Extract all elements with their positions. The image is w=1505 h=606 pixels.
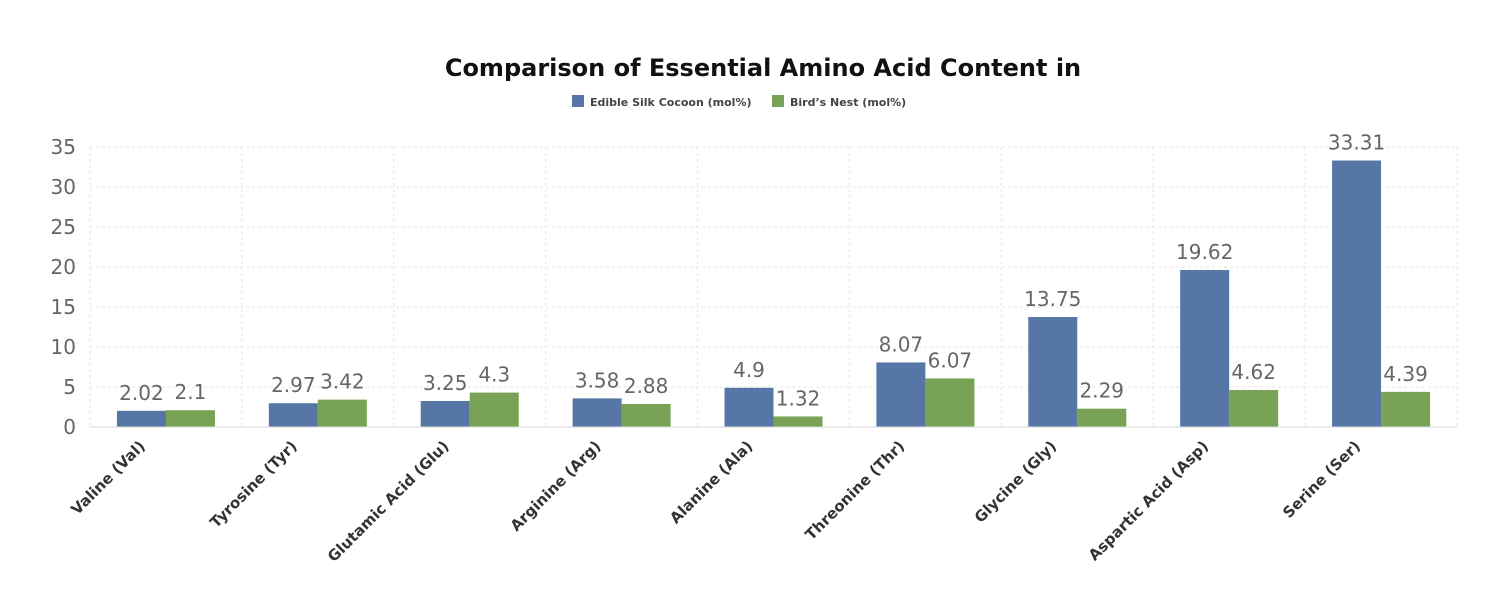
data-label-threonine-thr-series-0: 8.07	[879, 332, 924, 356]
bar-valine-val-series-1	[165, 410, 215, 427]
data-label-glutamic-acid-glu-series-1: 4.3	[478, 363, 510, 387]
data-label-glutamic-acid-glu-series-0: 3.25	[423, 371, 468, 395]
data-label-arginine-arg-series-1: 2.88	[624, 374, 669, 398]
gridlines	[89, 146, 1458, 427]
y-tick-label: 35	[51, 135, 76, 159]
x-tick-label-arginine-arg: Arginine (Arg)	[507, 437, 605, 535]
x-tick-label-valine-val: Valine (Val)	[67, 437, 148, 518]
bar-threonine-thr-series-1	[925, 378, 975, 427]
bar-glutamic-acid-glu-series-1	[469, 392, 519, 427]
legend-label-silk-cocoon: Edible Silk Cocoon (mol%)	[590, 96, 752, 109]
bar-aspartic-acid-asp-series-1	[1229, 390, 1279, 427]
data-labels: 2.02 2.1 2.97 3.42 3.25 4.3 3.58 2.88 4.9 1.32 8.0…	[119, 131, 1428, 411]
x-tick-label-tyrosine-tyr: Tyrosine (Tyr)	[206, 437, 300, 531]
bar-glutamic-acid-glu-series-0	[420, 401, 470, 427]
data-label-aspartic-acid-asp-series-0: 19.62	[1176, 240, 1233, 264]
bar-alanine-ala-series-1	[773, 416, 823, 427]
y-tick-label: 5	[63, 375, 76, 399]
bar-threonine-thr-series-0	[876, 362, 926, 427]
x-tick-label-glutamic-acid-glu: Glutamic Acid (Glu)	[324, 437, 453, 566]
x-axis-ticks: Valine (Val) Tyrosine (Tyr) Glutamic Acid …	[67, 437, 1363, 566]
data-label-aspartic-acid-asp-series-1: 4.62	[1231, 360, 1276, 384]
bar-tyrosine-tyr-series-1	[317, 399, 367, 427]
data-label-glycine-gly-series-1: 2.29	[1080, 379, 1125, 403]
data-label-arginine-arg-series-0: 3.58	[575, 368, 620, 392]
bar-glycine-gly-series-0	[1028, 317, 1078, 427]
chart-title: Comparison of Essential Amino Acid Conte…	[445, 54, 1081, 82]
y-tick-label: 0	[63, 415, 76, 439]
bar-tyrosine-tyr-series-0	[268, 403, 318, 427]
y-axis-ticks: 0 5 10 15 20 25 30 35	[51, 135, 76, 439]
y-tick-label: 20	[51, 255, 76, 279]
data-label-glycine-gly-series-0: 13.75	[1024, 287, 1081, 311]
bar-glycine-gly-series-1	[1077, 408, 1127, 427]
bar-arginine-arg-series-1	[621, 403, 671, 427]
x-tick-label-serine-ser: Serine (Ser)	[1279, 437, 1364, 522]
bar-serine-ser-series-0	[1332, 160, 1382, 427]
data-label-alanine-ala-series-0: 4.9	[733, 358, 765, 382]
data-label-serine-ser-series-1: 4.39	[1383, 362, 1428, 386]
x-tick-label-alanine-ala: Alanine (Ala)	[666, 437, 756, 527]
bar-aspartic-acid-asp-series-0	[1180, 270, 1230, 427]
legend-swatch-silk-cocoon	[572, 95, 584, 107]
data-label-threonine-thr-series-1: 6.07	[928, 348, 973, 372]
data-label-tyrosine-tyr-series-1: 3.42	[320, 370, 365, 394]
y-tick-label: 30	[51, 175, 76, 199]
data-label-serine-ser-series-0: 33.31	[1328, 131, 1385, 155]
bar-valine-val-series-0	[116, 410, 166, 427]
legend: Edible Silk Cocoon (mol%) Bird’s Nest (m…	[572, 95, 906, 109]
data-label-valine-val-series-0: 2.02	[119, 381, 164, 405]
legend-label-birds-nest: Bird’s Nest (mol%)	[790, 96, 906, 109]
y-tick-label: 10	[51, 335, 76, 359]
bar-alanine-ala-series-0	[724, 387, 774, 427]
bar-arginine-arg-series-0	[572, 398, 622, 427]
data-label-valine-val-series-1: 2.1	[175, 380, 207, 404]
legend-swatch-birds-nest	[772, 95, 784, 107]
data-label-tyrosine-tyr-series-0: 2.97	[271, 373, 316, 397]
x-tick-label-threonine-thr: Threonine (Thr)	[802, 437, 909, 544]
bars	[116, 160, 1431, 427]
y-tick-label: 25	[51, 215, 76, 239]
x-tick-label-aspartic-acid-asp: Aspartic Acid (Asp)	[1085, 437, 1212, 564]
bar-serine-ser-series-1	[1381, 391, 1431, 427]
x-tick-label-glycine-gly: Glycine (Gly)	[971, 437, 1060, 526]
y-tick-label: 15	[51, 295, 76, 319]
data-label-alanine-ala-series-1: 1.32	[776, 386, 821, 410]
